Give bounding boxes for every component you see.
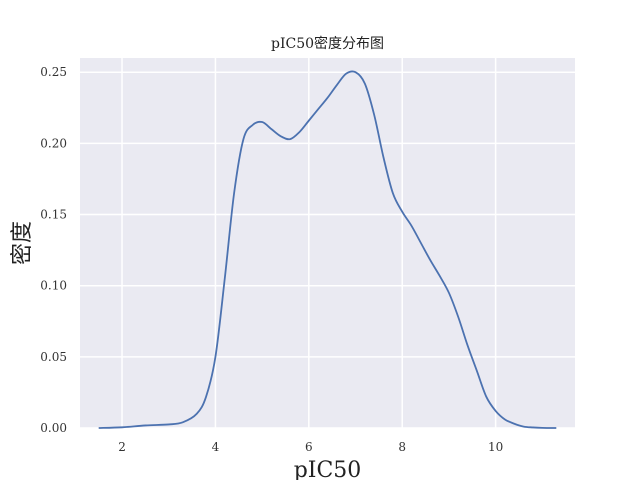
x-tick-label: 4 xyxy=(212,440,220,454)
x-tick-label: 10 xyxy=(488,440,503,454)
plot-area xyxy=(80,58,575,428)
series-layer xyxy=(98,70,557,429)
x-tick-label: 2 xyxy=(118,440,126,454)
x-tick-label: 8 xyxy=(398,440,406,454)
y-tick-label: 0.20 xyxy=(40,136,67,150)
y-axis-label: 密度 xyxy=(10,221,35,265)
y-tick-label: 0.10 xyxy=(40,279,67,293)
x-axis-label: pIC50 xyxy=(294,458,362,480)
x-tick-label: 6 xyxy=(305,440,313,454)
chart-title: pIC50密度分布图 xyxy=(271,35,384,52)
tick-labels: 2 4 6 8 10 0.00 0.05 0.10 0.15 0.20 0.25 xyxy=(40,65,503,454)
y-tick-label: 0.15 xyxy=(40,208,67,222)
y-tick-label: 0.05 xyxy=(40,350,67,364)
density-curve xyxy=(98,70,557,429)
y-tick-label: 0.00 xyxy=(40,421,67,435)
y-tick-label: 0.25 xyxy=(40,65,67,79)
